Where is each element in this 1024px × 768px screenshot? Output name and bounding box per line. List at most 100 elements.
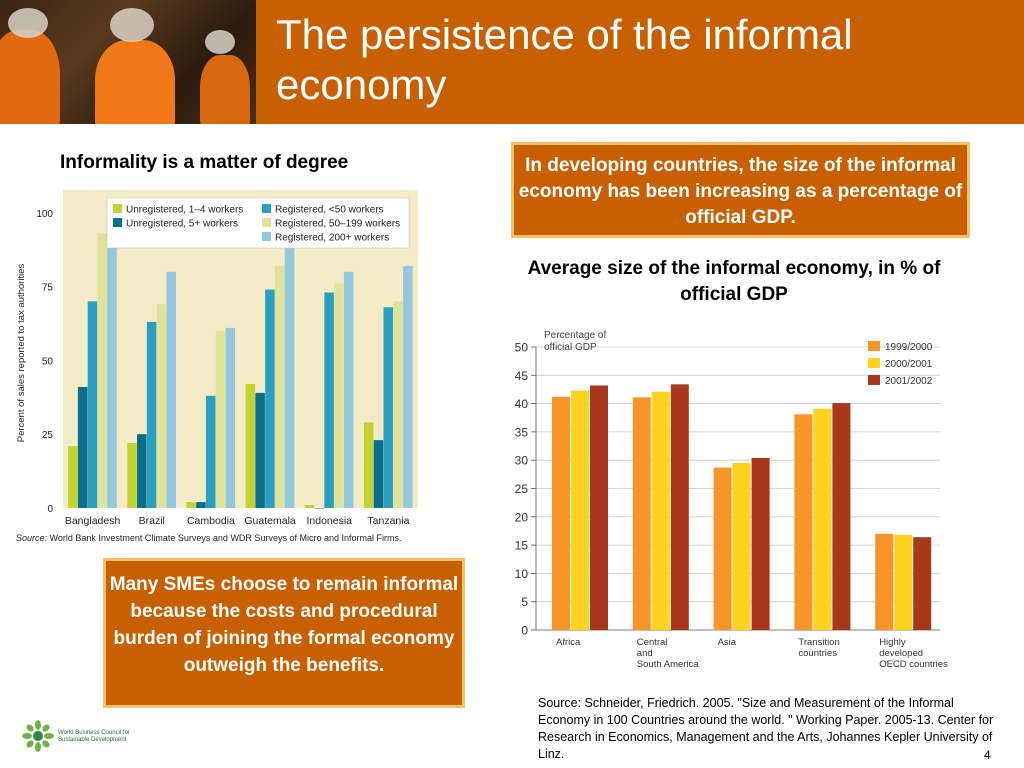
bar-tanzania-unregistered-5-workers xyxy=(373,440,384,508)
legend-label-2000-2001: 2000/2001 xyxy=(885,359,933,370)
y-tick-label-100: 100 xyxy=(36,209,53,220)
bar-transition-countries-1999-2000 xyxy=(794,414,813,630)
x-tick-label-highly-developed-oecd-countries-line-2: OECD countries xyxy=(879,659,948,670)
bar-central-and-south-america-2000-2001 xyxy=(651,391,670,630)
informal-economy-bar-chart: 0 5 10 15 20 25 30 35 40 45 50 Percentage ofofficia… xyxy=(515,330,948,670)
legend-swatch-1999-2000 xyxy=(868,341,880,351)
y-tick-label-20: 20 xyxy=(515,510,529,524)
y-tick-label-35: 35 xyxy=(515,425,529,439)
source-label: Source: xyxy=(16,533,50,543)
informal-economy-callout: In developing countries, the size of the… xyxy=(511,142,970,238)
bar-africa-2000-2001 xyxy=(571,390,589,630)
y-tick-label-45: 45 xyxy=(515,369,529,383)
y-axis-label: Percent of sales reported to tax authori… xyxy=(16,264,27,443)
bar-highly-developed-oecd-countries-2000-2001 xyxy=(894,534,913,630)
legend-swatch-2001-2002 xyxy=(868,375,880,385)
legend-swatch-registered-50-199-workers xyxy=(262,218,271,227)
bar-bangladesh-registered-200-workers xyxy=(107,239,117,509)
page-number: 4 xyxy=(984,748,991,762)
x-tick-label-transition-countries-line-0: Transition xyxy=(798,637,839,648)
x-tick-label-cambodia: Cambodia xyxy=(187,515,235,527)
legend-label-registered-200-workers: Registered, 200+ workers xyxy=(275,233,389,244)
y-tick-label-25: 25 xyxy=(42,430,54,441)
bar-guatemala-registered-50-199-workers xyxy=(274,265,285,508)
bar-indonesia-unregistered-5-workers xyxy=(314,508,325,509)
x-tick-label-tanzania: Tanzania xyxy=(367,515,409,527)
left-chart-source: Source: World Bank Investment Climate Su… xyxy=(16,533,401,543)
x-tick-label-brazil: Brazil xyxy=(139,515,165,527)
logo-text: World Business Council for Sustainable D… xyxy=(58,730,130,744)
bar-brazil-registered-50-199-workers xyxy=(156,304,167,508)
y-tick-label-40: 40 xyxy=(515,397,529,411)
y-tick-label-0: 0 xyxy=(47,504,53,515)
x-tick-label-guatemala: Guatemala xyxy=(244,515,296,527)
legend: 1999/2000 2000/2001 2001/2002 xyxy=(868,341,933,387)
wbcsd-logo-icon xyxy=(22,720,54,752)
bar-bangladesh-registered-50-199-workers xyxy=(97,233,107,508)
bar-bangladesh-unregistered-5-workers xyxy=(77,386,88,508)
bar-tanzania-registered-50-workers xyxy=(383,307,394,508)
bar-cambodia-registered-50-workers xyxy=(206,395,216,508)
source-text: World Bank Investment Climate Surveys an… xyxy=(50,533,402,543)
x-tick-label-asia-line-0: Asia xyxy=(718,637,737,648)
bar-central-and-south-america-2001-2002 xyxy=(670,384,689,630)
source-citation: Source: Schneider, Friedrich. 2005. "Siz… xyxy=(538,696,994,761)
bar-guatemala-registered-50-workers xyxy=(265,289,275,508)
x-tick-label-highly-developed-oecd-countries-line-0: Highly xyxy=(879,637,906,648)
bar-tanzania-unregistered-1-4-workers xyxy=(363,422,374,508)
bar-highly-developed-oecd-countries-2001-2002 xyxy=(913,537,932,630)
bar-tanzania-registered-200-workers xyxy=(403,265,413,508)
legend: Unregistered, 1–4 workers Unregistered, 5… xyxy=(106,197,410,249)
legend-swatch-2000-2001 xyxy=(868,358,880,368)
bar-asia-2000-2001 xyxy=(732,463,751,630)
logo-text-line2: Sustainable Development xyxy=(58,737,127,743)
bar-highly-developed-oecd-countries-1999-2000 xyxy=(875,533,894,630)
bar-transition-countries-2000-2001 xyxy=(813,408,832,630)
right-chart-heading: Average size of the informal economy, in… xyxy=(527,258,941,305)
x-tick-label-transition-countries-line-1: countries xyxy=(798,648,837,659)
y-axis-label-line-1: official GDP xyxy=(544,342,597,353)
y-tick-label-5: 5 xyxy=(521,595,528,609)
bar-asia-2001-2002 xyxy=(751,457,770,630)
bar-brazil-unregistered-1-4-workers xyxy=(127,443,137,508)
bar-brazil-registered-50-workers xyxy=(146,322,157,508)
x-tick-label-central-and-south-america-line-0: Central xyxy=(637,637,668,648)
legend-label-registered-50-workers: Registered, <50 workers xyxy=(275,205,384,216)
bar-africa-2001-2002 xyxy=(590,385,608,630)
x-tick-label-central-and-south-america-line-1: and xyxy=(637,648,653,659)
logo-text-line1: World Business Council for xyxy=(58,730,130,736)
legend-swatch-registered-200-workers xyxy=(262,232,271,241)
x-tick-label-highly-developed-oecd-countries-line-1: developed xyxy=(879,648,923,659)
bar-cambodia-unregistered-1-4-workers xyxy=(186,502,196,508)
bar-brazil-unregistered-5-workers xyxy=(137,434,147,508)
y-tick-label-75: 75 xyxy=(42,283,54,294)
slide-title: The persistence of the informal economy xyxy=(276,11,853,108)
bar-tanzania-registered-50-199-workers xyxy=(393,301,403,508)
x-tick-label-bangladesh: Bangladesh xyxy=(65,515,121,527)
y-tick-label-50: 50 xyxy=(515,341,529,355)
legend-label-1999-2000: 1999/2000 xyxy=(885,342,933,353)
bar-central-and-south-america-1999-2000 xyxy=(632,397,651,630)
y-tick-label-50: 50 xyxy=(42,356,54,367)
y-tick-label-15: 15 xyxy=(515,539,529,553)
bar-cambodia-registered-200-workers xyxy=(225,327,236,508)
bar-transition-countries-2001-2002 xyxy=(832,403,851,630)
y-tick-label-10: 10 xyxy=(515,567,529,581)
tax-reporting-bar-chart: 0 25 50 75 100 Percent of sales reported to t… xyxy=(16,190,418,543)
bar-indonesia-registered-200-workers xyxy=(343,271,354,508)
y-tick-label-0: 0 xyxy=(521,624,528,638)
legend-swatch-unregistered-1-4-workers xyxy=(113,204,122,213)
y-axis-label-line-0: Percentage of xyxy=(544,330,606,341)
bar-cambodia-unregistered-5-workers xyxy=(196,502,206,508)
bar-bangladesh-registered-50-workers xyxy=(87,301,98,508)
legend-swatch-registered-50-workers xyxy=(262,204,271,213)
legend-swatch-unregistered-5-workers xyxy=(113,218,122,227)
header-photo xyxy=(0,0,256,124)
bar-indonesia-unregistered-1-4-workers xyxy=(304,505,315,508)
bar-asia-1999-2000 xyxy=(713,467,732,630)
y-tick-label-30: 30 xyxy=(515,454,529,468)
y-tick-label-25: 25 xyxy=(515,482,529,496)
bar-guatemala-unregistered-5-workers xyxy=(255,392,265,508)
legend-label-unregistered-5-workers: Unregistered, 5+ workers xyxy=(126,219,238,230)
bar-indonesia-registered-50-199-workers xyxy=(334,283,344,508)
